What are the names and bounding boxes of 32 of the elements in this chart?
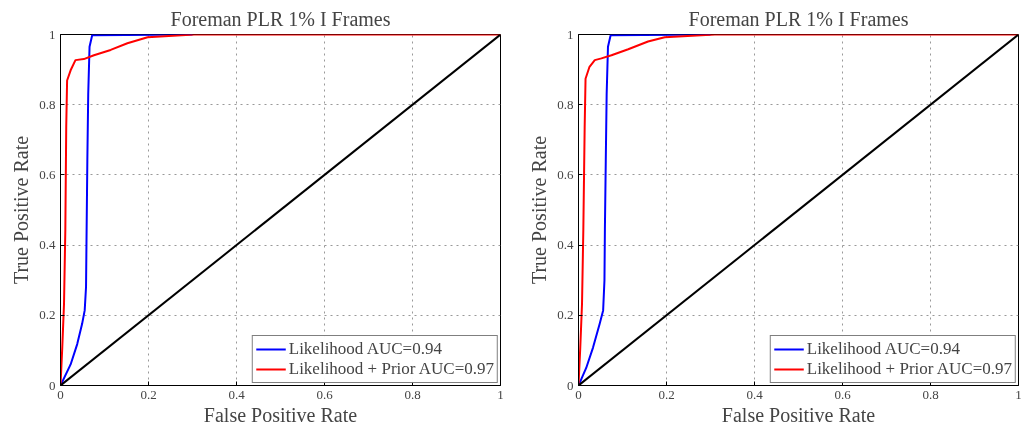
x-tick-label: 1 — [497, 386, 504, 402]
line-series — [578, 34, 1019, 386]
x-tick-label: 0.4 — [228, 386, 246, 402]
x-axis-title: False Positive Rate — [203, 403, 358, 426]
legend-label: Likelihood + Prior AUC=0.97 — [806, 359, 1012, 379]
legend-label: Likelihood AUC=0.94 — [288, 339, 442, 359]
x-tick-label: 0.8 — [404, 386, 421, 402]
chart-title: Foreman PLR 1% I Frames — [170, 7, 391, 30]
line-series — [60, 34, 501, 386]
x-tick-label: 0.2 — [658, 386, 675, 402]
legend-label: Likelihood + Prior AUC=0.97 — [288, 359, 494, 379]
chart-title: Foreman PLR 1% I Frames — [688, 7, 909, 30]
y-tick-label: 1 — [567, 26, 574, 42]
x-axis-title: False Positive Rate — [721, 403, 876, 426]
y-axis-title: True Positive Rate — [528, 135, 551, 285]
y-tick-label: 1 — [49, 26, 56, 42]
x-tick-label: 0.6 — [834, 386, 852, 402]
legend-label: Likelihood AUC=0.94 — [806, 339, 960, 359]
y-tick-label: 0.4 — [39, 237, 56, 253]
y-tick-label: 0.2 — [557, 307, 574, 323]
y-tick-label: 0.6 — [39, 166, 56, 182]
y-tick-label: 0.8 — [39, 96, 56, 112]
x-tick-label: 1 — [1015, 386, 1022, 402]
y-tick-label: 0.8 — [557, 96, 574, 112]
x-tick-label: 0.8 — [922, 386, 939, 402]
y-axis-title: True Positive Rate — [10, 135, 33, 285]
y-tick-label: 0.2 — [39, 307, 56, 323]
x-tick-label: 0.2 — [140, 386, 157, 402]
y-tick-label: 0.6 — [557, 166, 574, 182]
x-tick-label: 0.4 — [746, 386, 764, 402]
x-tick-label: 0.6 — [316, 386, 334, 402]
y-tick-label: 0.4 — [557, 237, 574, 253]
